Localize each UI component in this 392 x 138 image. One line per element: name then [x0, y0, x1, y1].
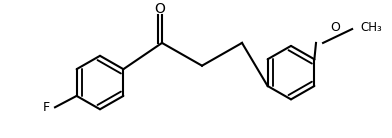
Text: F: F [43, 101, 50, 114]
Text: CH₃: CH₃ [360, 21, 382, 34]
Text: O: O [154, 2, 165, 16]
Text: O: O [330, 21, 340, 34]
